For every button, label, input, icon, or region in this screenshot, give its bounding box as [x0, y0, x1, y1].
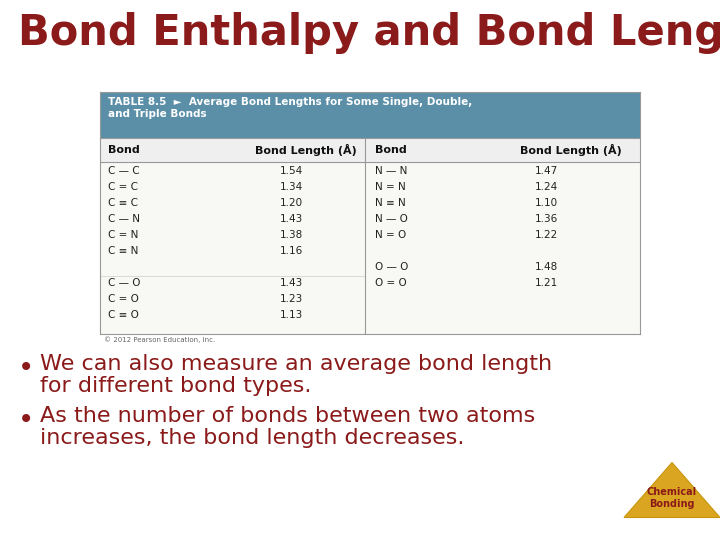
Text: 1.10: 1.10	[535, 198, 558, 208]
Text: Bond Length (Å): Bond Length (Å)	[255, 144, 356, 156]
Text: •: •	[18, 354, 35, 382]
Text: 1.36: 1.36	[535, 214, 558, 224]
Text: 1.24: 1.24	[535, 182, 558, 192]
Text: 1.48: 1.48	[535, 262, 558, 272]
Text: for different bond types.: for different bond types.	[40, 376, 311, 396]
Text: •: •	[18, 406, 35, 434]
Text: O — O: O — O	[375, 262, 408, 272]
Polygon shape	[624, 462, 720, 517]
Text: We can also measure an average bond length: We can also measure an average bond leng…	[40, 354, 552, 374]
Text: 1.16: 1.16	[280, 246, 303, 256]
Text: C — C: C — C	[108, 166, 140, 176]
Text: 1.23: 1.23	[280, 294, 303, 304]
Text: 1.54: 1.54	[280, 166, 303, 176]
Text: O = O: O = O	[375, 278, 407, 288]
Text: 1.38: 1.38	[280, 230, 303, 240]
Text: C = N: C = N	[108, 230, 138, 240]
Text: Bond: Bond	[375, 145, 407, 155]
Text: © 2012 Pearson Education, Inc.: © 2012 Pearson Education, Inc.	[104, 336, 215, 343]
Text: increases, the bond length decreases.: increases, the bond length decreases.	[40, 428, 464, 448]
Text: 1.43: 1.43	[280, 214, 303, 224]
Bar	[100, 138, 640, 162]
Bar	[100, 92, 640, 138]
Text: 1.20: 1.20	[280, 198, 303, 208]
Text: C ≡ C: C ≡ C	[108, 198, 138, 208]
Text: Bond: Bond	[108, 145, 140, 155]
Text: As the number of bonds between two atoms: As the number of bonds between two atoms	[40, 406, 535, 426]
Text: 1.34: 1.34	[280, 182, 303, 192]
Text: 1.21: 1.21	[535, 278, 558, 288]
Text: C — O: C — O	[108, 278, 140, 288]
Text: Bond Length (Å): Bond Length (Å)	[520, 144, 622, 156]
Text: N — O: N — O	[375, 214, 408, 224]
Text: C ≡ O: C ≡ O	[108, 310, 139, 320]
Text: 1.22: 1.22	[535, 230, 558, 240]
Text: Chemical
Bonding: Chemical Bonding	[647, 487, 697, 509]
Text: N = O: N = O	[375, 230, 406, 240]
Text: TABLE 8.5  ►  Average Bond Lengths for Some Single, Double,
and Triple Bonds: TABLE 8.5 ► Average Bond Lengths for Som…	[108, 97, 472, 119]
Text: N = N: N = N	[375, 182, 406, 192]
Text: C = C: C = C	[108, 182, 138, 192]
Text: C = O: C = O	[108, 294, 139, 304]
Text: Bond Enthalpy and Bond Length: Bond Enthalpy and Bond Length	[18, 12, 720, 54]
Text: 1.13: 1.13	[280, 310, 303, 320]
Text: C — N: C — N	[108, 214, 140, 224]
Text: 1.43: 1.43	[280, 278, 303, 288]
Text: N ≡ N: N ≡ N	[375, 198, 406, 208]
Text: C ≡ N: C ≡ N	[108, 246, 138, 256]
Text: 1.47: 1.47	[535, 166, 558, 176]
Text: N — N: N — N	[375, 166, 408, 176]
Bar	[100, 162, 640, 334]
